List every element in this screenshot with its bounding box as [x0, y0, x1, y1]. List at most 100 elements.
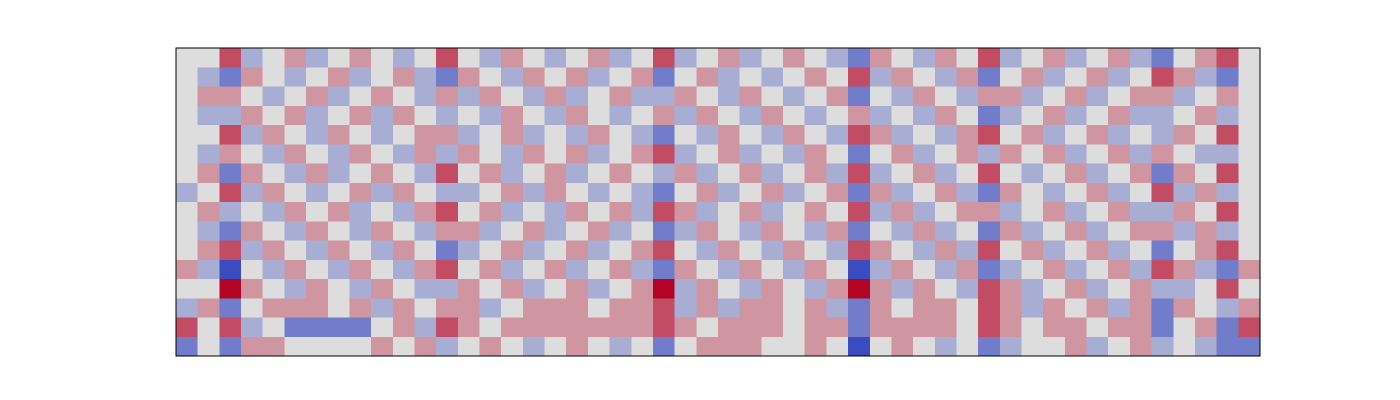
heatmap-cell [1151, 298, 1174, 318]
heatmap-cell [631, 67, 654, 87]
heatmap-cell [718, 48, 741, 68]
heatmap-cell [631, 298, 654, 318]
heatmap-cell [241, 221, 264, 241]
heatmap-cell [783, 182, 806, 203]
heatmap-cell [306, 279, 329, 299]
heatmap-cell [739, 163, 762, 184]
heatmap-cell [1129, 259, 1153, 280]
heatmap-cell [1021, 105, 1044, 126]
heatmap-cell [436, 279, 459, 299]
heatmap-cell [371, 202, 394, 222]
heatmap-cell [652, 259, 676, 280]
heatmap-cell [739, 67, 762, 87]
heatmap-cell [1021, 48, 1044, 68]
heatmap-cell [566, 144, 589, 164]
heatmap-cell [1021, 259, 1044, 280]
heatmap-cell [241, 144, 264, 164]
heatmap-cell [544, 221, 567, 241]
heatmap-cell [1129, 125, 1153, 145]
heatmap-cell [826, 279, 849, 299]
heatmap-cell [566, 317, 589, 338]
heatmap-cell [1086, 125, 1109, 145]
heatmap-cell [349, 317, 372, 338]
heatmap-cell [718, 298, 741, 318]
heatmap-cell [306, 86, 329, 107]
heatmap-cell [869, 259, 892, 280]
heatmap-cell [826, 221, 849, 241]
heatmap-cell [739, 144, 762, 164]
heatmap-cell [392, 240, 415, 261]
heatmap-cell [262, 182, 285, 203]
heatmap-cell [544, 298, 567, 318]
heatmap-cell [1151, 48, 1174, 68]
heatmap-cell [176, 182, 199, 203]
heatmap-cell [891, 163, 914, 184]
heatmap-cell [219, 105, 242, 126]
heatmap-cell [1108, 317, 1131, 338]
heatmap-cell [1086, 279, 1109, 299]
heatmap-cell [371, 163, 394, 184]
heatmap-cell [674, 336, 697, 357]
heatmap-cell [1194, 125, 1218, 145]
heatmap-cell [652, 279, 676, 299]
heatmap-cell [1173, 336, 1196, 357]
heatmap-cell [349, 298, 372, 318]
heatmap-cell [978, 105, 1001, 126]
heatmap-cell [544, 125, 567, 145]
heatmap-cell [479, 125, 502, 145]
heatmap-cell [414, 259, 437, 280]
heatmap-cell [284, 317, 307, 338]
heatmap-cell [587, 144, 611, 164]
heatmap-cell [587, 67, 611, 87]
heatmap-cell [826, 48, 849, 68]
heatmap-cell [479, 67, 502, 87]
heatmap-cell [1086, 182, 1109, 203]
heatmap-cell [1151, 182, 1174, 203]
heatmap-cell [176, 125, 199, 145]
heatmap-cell [783, 240, 806, 261]
heatmap-cell [674, 125, 697, 145]
heatmap-cell [826, 144, 849, 164]
heatmap-cell [241, 48, 264, 68]
heatmap-cell [978, 163, 1001, 184]
heatmap-cell [501, 182, 524, 203]
heatmap-cell [1108, 240, 1131, 261]
heatmap-cell [739, 298, 762, 318]
heatmap-cell [219, 298, 242, 318]
heatmap-cell [284, 240, 307, 261]
heatmap-cell [566, 182, 589, 203]
heatmap-cell [1173, 105, 1196, 126]
heatmap-cell [284, 298, 307, 318]
heatmap-cell [783, 163, 806, 184]
heatmap-cell [826, 105, 849, 126]
heatmap-cell [999, 67, 1023, 87]
heatmap-cell [1129, 336, 1153, 357]
heatmap-cell [1129, 240, 1153, 261]
heatmap-cell [1151, 336, 1174, 357]
heatmap-cell [913, 336, 936, 357]
heatmap-cell [674, 144, 697, 164]
heatmap-cell [696, 221, 719, 241]
heatmap-cell [392, 279, 415, 299]
heatmap-cell [934, 202, 957, 222]
heatmap-cell [652, 317, 676, 338]
heatmap-cell [587, 163, 611, 184]
heatmap-cell [1108, 221, 1131, 241]
heatmap-cell [696, 317, 719, 338]
heatmap-cell [1194, 86, 1218, 107]
heatmap-cell [566, 67, 589, 87]
heatmap-cell [1086, 240, 1109, 261]
heatmap-cell [978, 259, 1001, 280]
heatmap-cell [1173, 202, 1196, 222]
heatmap-cell [718, 125, 741, 145]
heatmap-cell [457, 279, 481, 299]
heatmap-cell [327, 202, 350, 222]
heatmap-cell [999, 221, 1023, 241]
heatmap-cell [327, 259, 350, 280]
heatmap-cell [219, 317, 242, 338]
heatmap-cell [327, 279, 350, 299]
heatmap-cell [219, 202, 242, 222]
heatmap-cell [1216, 144, 1239, 164]
heatmap-cell [1021, 202, 1044, 222]
heatmap-cell [999, 202, 1023, 222]
